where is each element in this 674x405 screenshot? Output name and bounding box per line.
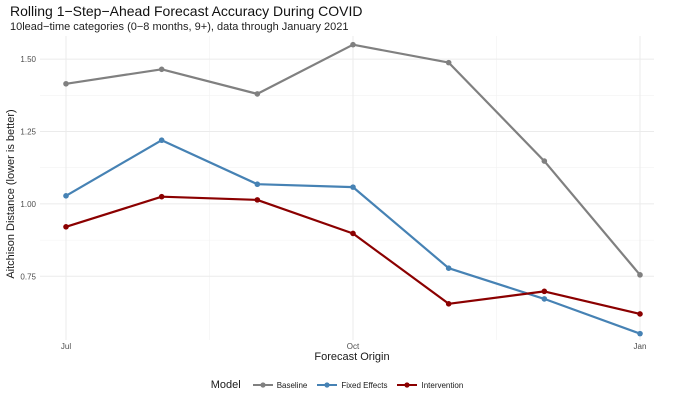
series-intervention [63, 193, 643, 317]
data-point-baseline [63, 80, 69, 87]
data-point-baseline [541, 158, 548, 164]
legend-key-intervention [397, 382, 418, 388]
data-point-baseline [158, 66, 165, 73]
legend-item-fixed-effects: Fixed Effects [317, 380, 387, 390]
series-fixed-effects [63, 137, 643, 337]
data-point-intervention [63, 223, 69, 230]
legend-point [260, 382, 266, 388]
chart-plot: 0.75 1.00 1.25 1.50 Jul Oct Jan Forecast Orig… [5, 36, 654, 363]
chart-subtitle: 10lead−time categories (0−8 months, 9+),… [10, 21, 349, 33]
y-axis-title: Aitchison Distance (lower is better) [5, 109, 17, 278]
y-tick-label: 1.50 [20, 55, 36, 64]
y-tick-label: 1.25 [20, 128, 36, 137]
data-point-intervention [445, 301, 452, 307]
legend-key-baseline [252, 382, 273, 388]
data-point-fixed-effects [158, 137, 165, 144]
y-tick-labels: 0.75 1.00 1.25 1.50 [20, 55, 36, 281]
data-point-baseline [350, 41, 356, 48]
x-tick-label: Jul [61, 342, 71, 351]
data-point-intervention [350, 230, 356, 237]
y-tick-label: 1.00 [20, 200, 36, 209]
legend-label-baseline: Baseline [276, 380, 308, 390]
data-point-intervention [158, 193, 165, 200]
data-point-baseline [445, 59, 452, 66]
data-point-fixed-effects [254, 181, 261, 188]
data-point-intervention [637, 311, 643, 317]
legend-point [404, 382, 411, 388]
data-point-intervention [541, 288, 548, 295]
legend-label-fixed-effects: Fixed Effects [341, 380, 388, 390]
data-point-fixed-effects [63, 193, 69, 199]
data-point-fixed-effects [541, 296, 548, 302]
series-baseline [63, 41, 643, 278]
legend-title: Model [210, 379, 241, 391]
data-point-baseline [637, 272, 643, 278]
data-point-intervention [254, 197, 261, 203]
legend: Model Baseline Fixed Effects Interventio… [0, 379, 674, 391]
chart-title: Rolling 1−Step−Ahead Forecast Accuracy D… [10, 3, 363, 19]
legend-item-baseline: Baseline [252, 380, 308, 390]
x-tick-label: Jan [634, 342, 647, 351]
x-axis-title: Forecast Origin [314, 351, 389, 363]
legend-label-intervention: Intervention [421, 380, 464, 390]
legend-item-intervention: Intervention [397, 380, 463, 390]
series-layer [63, 41, 643, 337]
x-tick-labels: Jul Oct Jan [61, 342, 647, 351]
legend-key-fixed-effects [317, 382, 338, 388]
data-point-fixed-effects [637, 330, 643, 337]
data-point-fixed-effects [445, 265, 452, 271]
data-point-baseline [254, 91, 261, 97]
data-point-fixed-effects [350, 184, 356, 190]
legend-point [324, 382, 330, 388]
y-tick-label: 0.75 [20, 272, 36, 281]
x-tick-label: Oct [347, 342, 360, 351]
